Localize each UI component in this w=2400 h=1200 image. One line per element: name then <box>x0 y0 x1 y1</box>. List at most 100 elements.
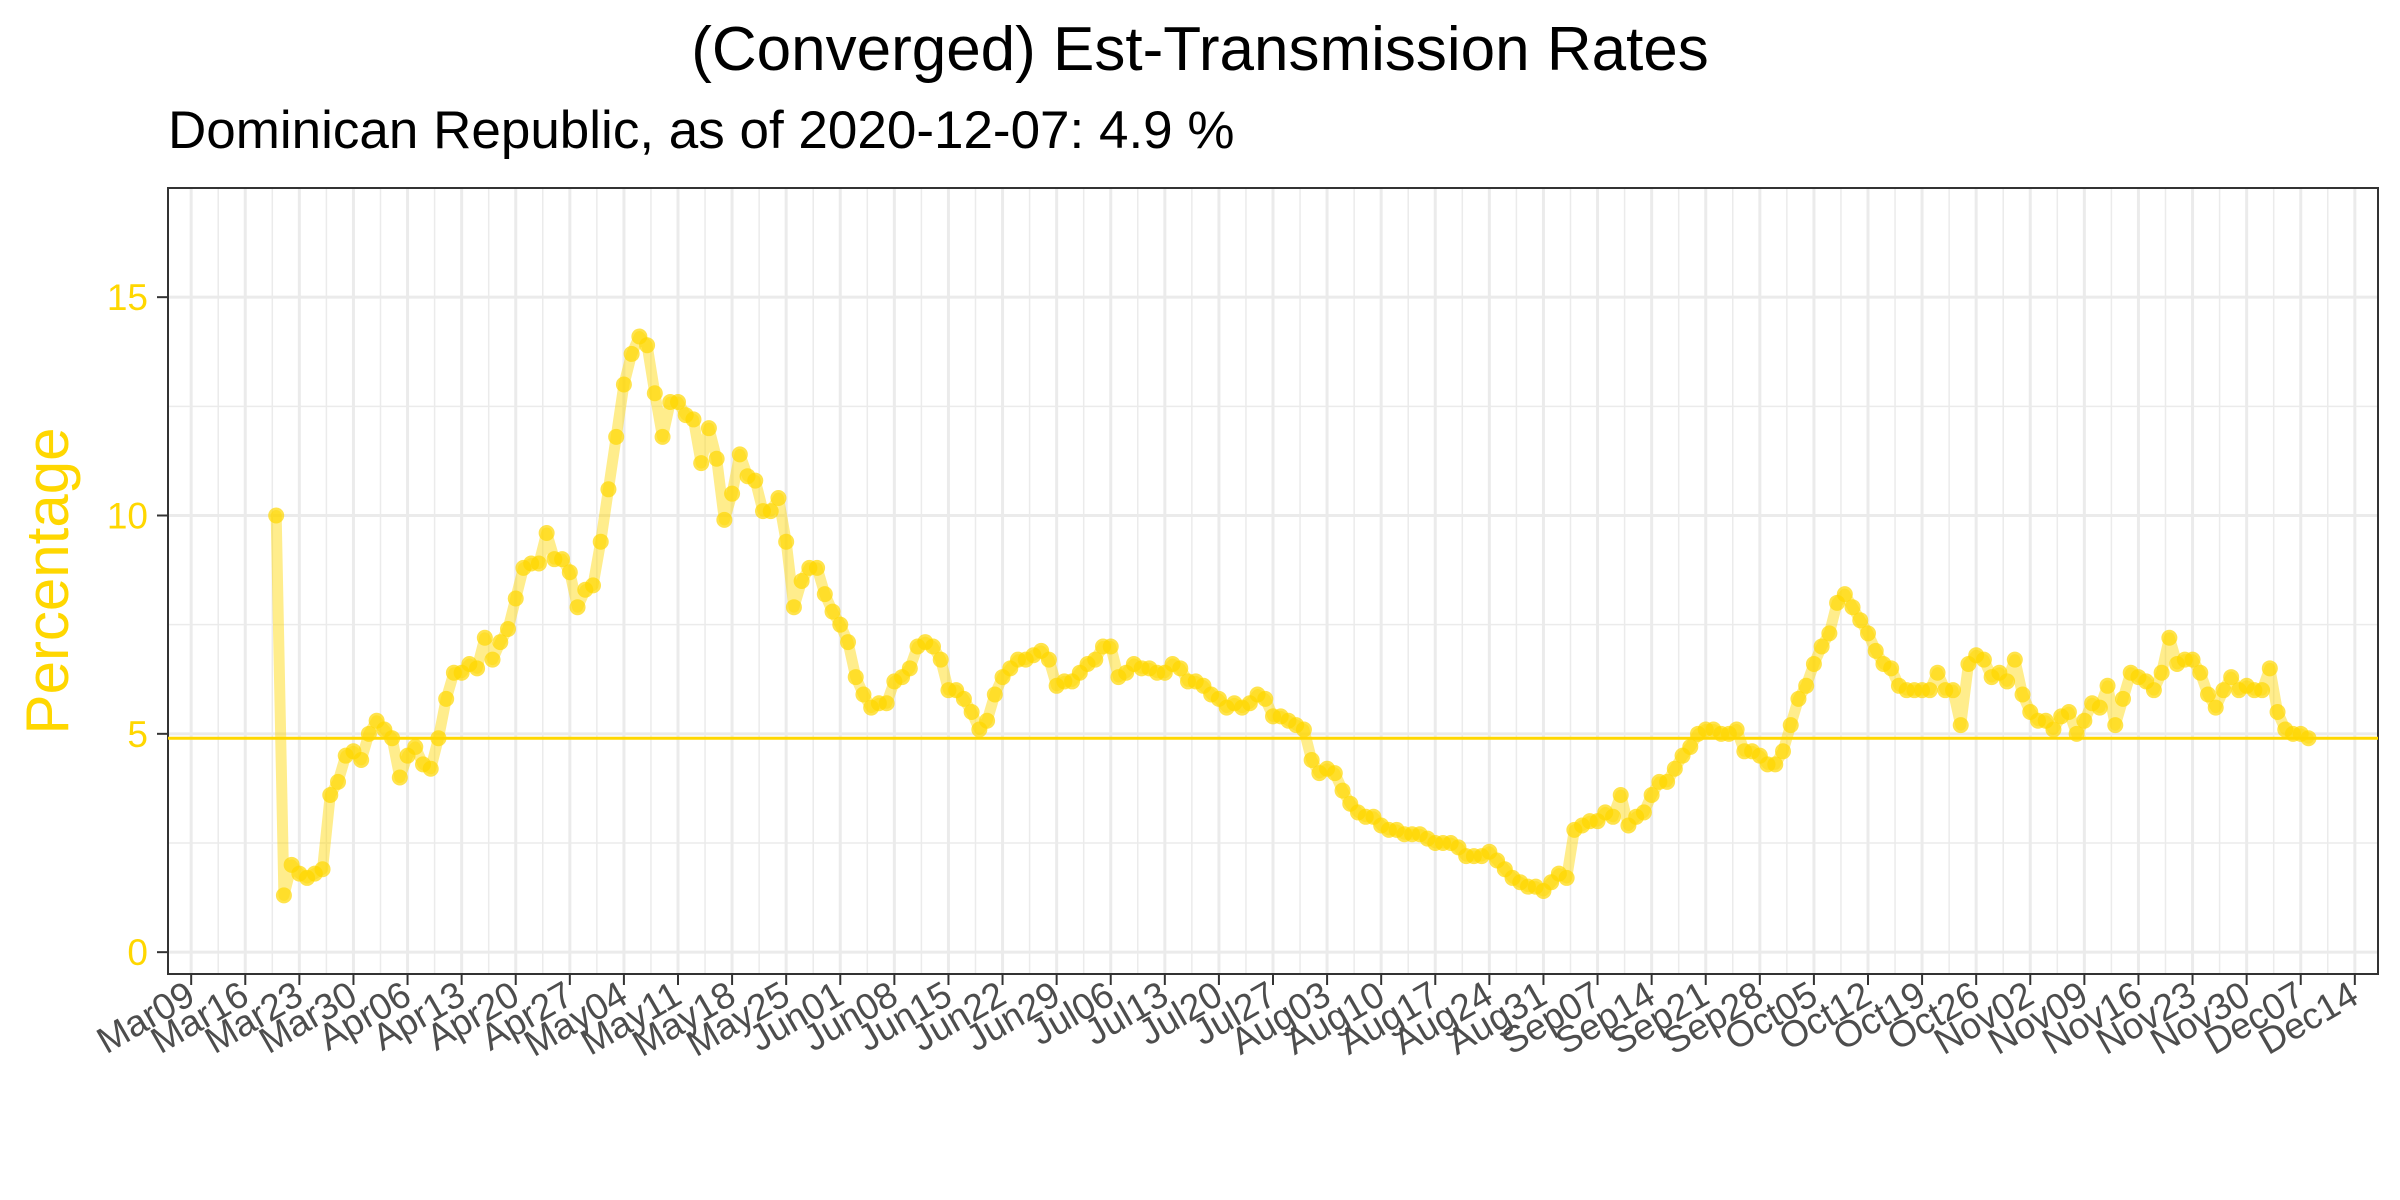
data-point <box>1558 869 1575 886</box>
data-point <box>770 490 787 507</box>
series-layer <box>268 328 2317 904</box>
data-point <box>685 411 702 428</box>
data-point <box>391 769 408 786</box>
data-point <box>2223 669 2240 686</box>
data-point <box>2192 664 2209 681</box>
data-point <box>793 573 810 589</box>
data-point <box>1813 638 1830 655</box>
data-point <box>407 738 424 755</box>
data-point <box>747 472 764 489</box>
data-point <box>700 420 717 437</box>
chart-subtitle: Dominican Republic, as of 2020-12-07: 4.… <box>168 101 1235 160</box>
data-point <box>1805 655 1822 672</box>
data-point <box>1945 682 1961 699</box>
data-point <box>762 503 779 520</box>
data-point <box>469 660 486 677</box>
data-point <box>1102 638 1119 655</box>
data-point <box>1682 738 1699 755</box>
data-point <box>646 385 663 402</box>
data-point <box>847 669 864 686</box>
data-point <box>1883 660 1900 677</box>
data-point <box>1867 642 1884 659</box>
data-point <box>2184 651 2201 668</box>
data-point <box>384 730 401 747</box>
data-point <box>2254 682 2271 699</box>
data-point <box>2200 686 2216 703</box>
data-point <box>2091 699 2108 716</box>
data-point <box>925 638 941 655</box>
data-point <box>600 481 617 498</box>
data-point <box>2068 725 2085 742</box>
data-point <box>2215 682 2232 699</box>
data-point <box>1326 765 1343 782</box>
data-point <box>430 730 447 747</box>
data-point <box>832 616 849 633</box>
data-point <box>1612 786 1629 803</box>
data-point <box>330 773 346 790</box>
data-point <box>1999 673 2016 690</box>
data-point <box>809 559 826 576</box>
data-point <box>670 393 686 410</box>
data-point <box>1767 756 1784 773</box>
data-point <box>585 577 601 594</box>
data-point <box>2153 664 2170 681</box>
data-point <box>592 533 609 550</box>
data-point <box>1040 651 1057 668</box>
data-point <box>1860 625 1876 642</box>
data-point <box>963 704 980 720</box>
data-point <box>2261 660 2278 677</box>
data-point <box>1303 752 1320 769</box>
data-point <box>1929 664 1946 681</box>
data-point <box>2107 717 2124 734</box>
data-point <box>731 446 748 463</box>
data-point <box>438 690 455 707</box>
data-point <box>2145 682 2162 699</box>
data-point <box>1844 599 1861 616</box>
data-point <box>639 337 656 354</box>
data-point <box>360 725 377 742</box>
data-point <box>2006 651 2023 668</box>
grid <box>168 188 2378 974</box>
data-point <box>824 603 841 620</box>
data-point <box>1605 808 1621 825</box>
data-point <box>855 686 872 703</box>
data-point <box>724 485 741 502</box>
data-point <box>932 651 949 668</box>
data-point <box>268 507 285 524</box>
data-point <box>1782 717 1799 734</box>
chart-title: (Converged) Est-Transmission Rates <box>691 15 1709 84</box>
data-point <box>530 555 547 572</box>
y-tick-label: 0 <box>127 932 148 973</box>
data-point <box>1635 804 1652 821</box>
data-point <box>623 345 640 362</box>
data-point <box>2099 677 2116 694</box>
data-point <box>2161 629 2178 646</box>
data-point <box>979 712 996 729</box>
data-point <box>986 686 1003 703</box>
data-point <box>2045 721 2062 738</box>
data-point <box>608 428 625 445</box>
data-point <box>1790 690 1807 707</box>
data-point <box>422 760 439 777</box>
data-point <box>1836 586 1853 603</box>
data-point <box>322 786 339 803</box>
data-point <box>1952 717 1969 734</box>
data-point <box>2076 712 2093 729</box>
data-point <box>1798 677 1815 694</box>
data-point <box>2115 690 2131 707</box>
data-point <box>2014 686 2031 703</box>
data-point <box>492 634 509 651</box>
data-point <box>1659 773 1676 790</box>
y-tick-label: 15 <box>107 277 148 318</box>
data-point <box>716 511 733 528</box>
data-point <box>955 690 972 707</box>
data-point <box>476 629 493 646</box>
data-point <box>1257 690 1274 707</box>
data-point <box>2060 704 2077 720</box>
data-point <box>1295 721 1312 738</box>
data-point <box>693 455 710 472</box>
data-point <box>1172 660 1189 677</box>
data-point <box>2269 704 2286 720</box>
data-point <box>484 651 501 668</box>
